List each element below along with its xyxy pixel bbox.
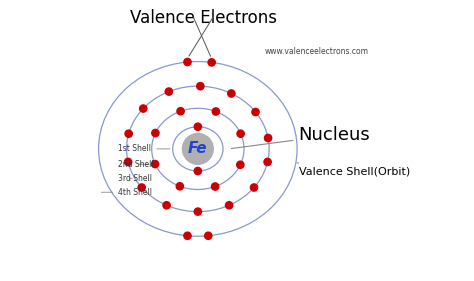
Circle shape bbox=[250, 184, 258, 191]
Circle shape bbox=[228, 90, 235, 97]
Circle shape bbox=[194, 208, 201, 215]
Text: Fe: Fe bbox=[188, 141, 208, 157]
Circle shape bbox=[140, 105, 147, 112]
Text: 2nd Shell: 2nd Shell bbox=[118, 160, 154, 169]
Circle shape bbox=[264, 158, 271, 166]
Circle shape bbox=[237, 161, 244, 168]
Text: Valence Electrons: Valence Electrons bbox=[130, 9, 277, 27]
Circle shape bbox=[205, 232, 212, 239]
Text: Valence Shell(Orbit): Valence Shell(Orbit) bbox=[297, 163, 410, 176]
Circle shape bbox=[125, 158, 132, 166]
Circle shape bbox=[177, 108, 184, 115]
Circle shape bbox=[194, 123, 201, 130]
Circle shape bbox=[152, 160, 159, 168]
Circle shape bbox=[176, 183, 183, 190]
Circle shape bbox=[182, 133, 213, 164]
Text: 3rd Shell: 3rd Shell bbox=[118, 174, 152, 183]
Circle shape bbox=[152, 129, 159, 137]
Circle shape bbox=[125, 130, 132, 137]
Circle shape bbox=[252, 108, 259, 116]
Circle shape bbox=[138, 184, 146, 191]
Text: 1st Shell: 1st Shell bbox=[118, 144, 170, 153]
Circle shape bbox=[212, 108, 219, 115]
Circle shape bbox=[163, 202, 170, 209]
Circle shape bbox=[184, 232, 191, 239]
Circle shape bbox=[194, 167, 201, 175]
Circle shape bbox=[211, 183, 219, 190]
Circle shape bbox=[226, 202, 233, 209]
Text: Nucleus: Nucleus bbox=[231, 126, 370, 149]
Text: 4th Shell: 4th Shell bbox=[101, 188, 152, 197]
Circle shape bbox=[264, 134, 272, 142]
Circle shape bbox=[208, 59, 215, 66]
Circle shape bbox=[165, 88, 173, 95]
Text: www.valenceelectrons.com: www.valenceelectrons.com bbox=[265, 47, 369, 56]
Circle shape bbox=[237, 130, 244, 137]
Circle shape bbox=[197, 83, 204, 90]
Circle shape bbox=[184, 58, 191, 66]
